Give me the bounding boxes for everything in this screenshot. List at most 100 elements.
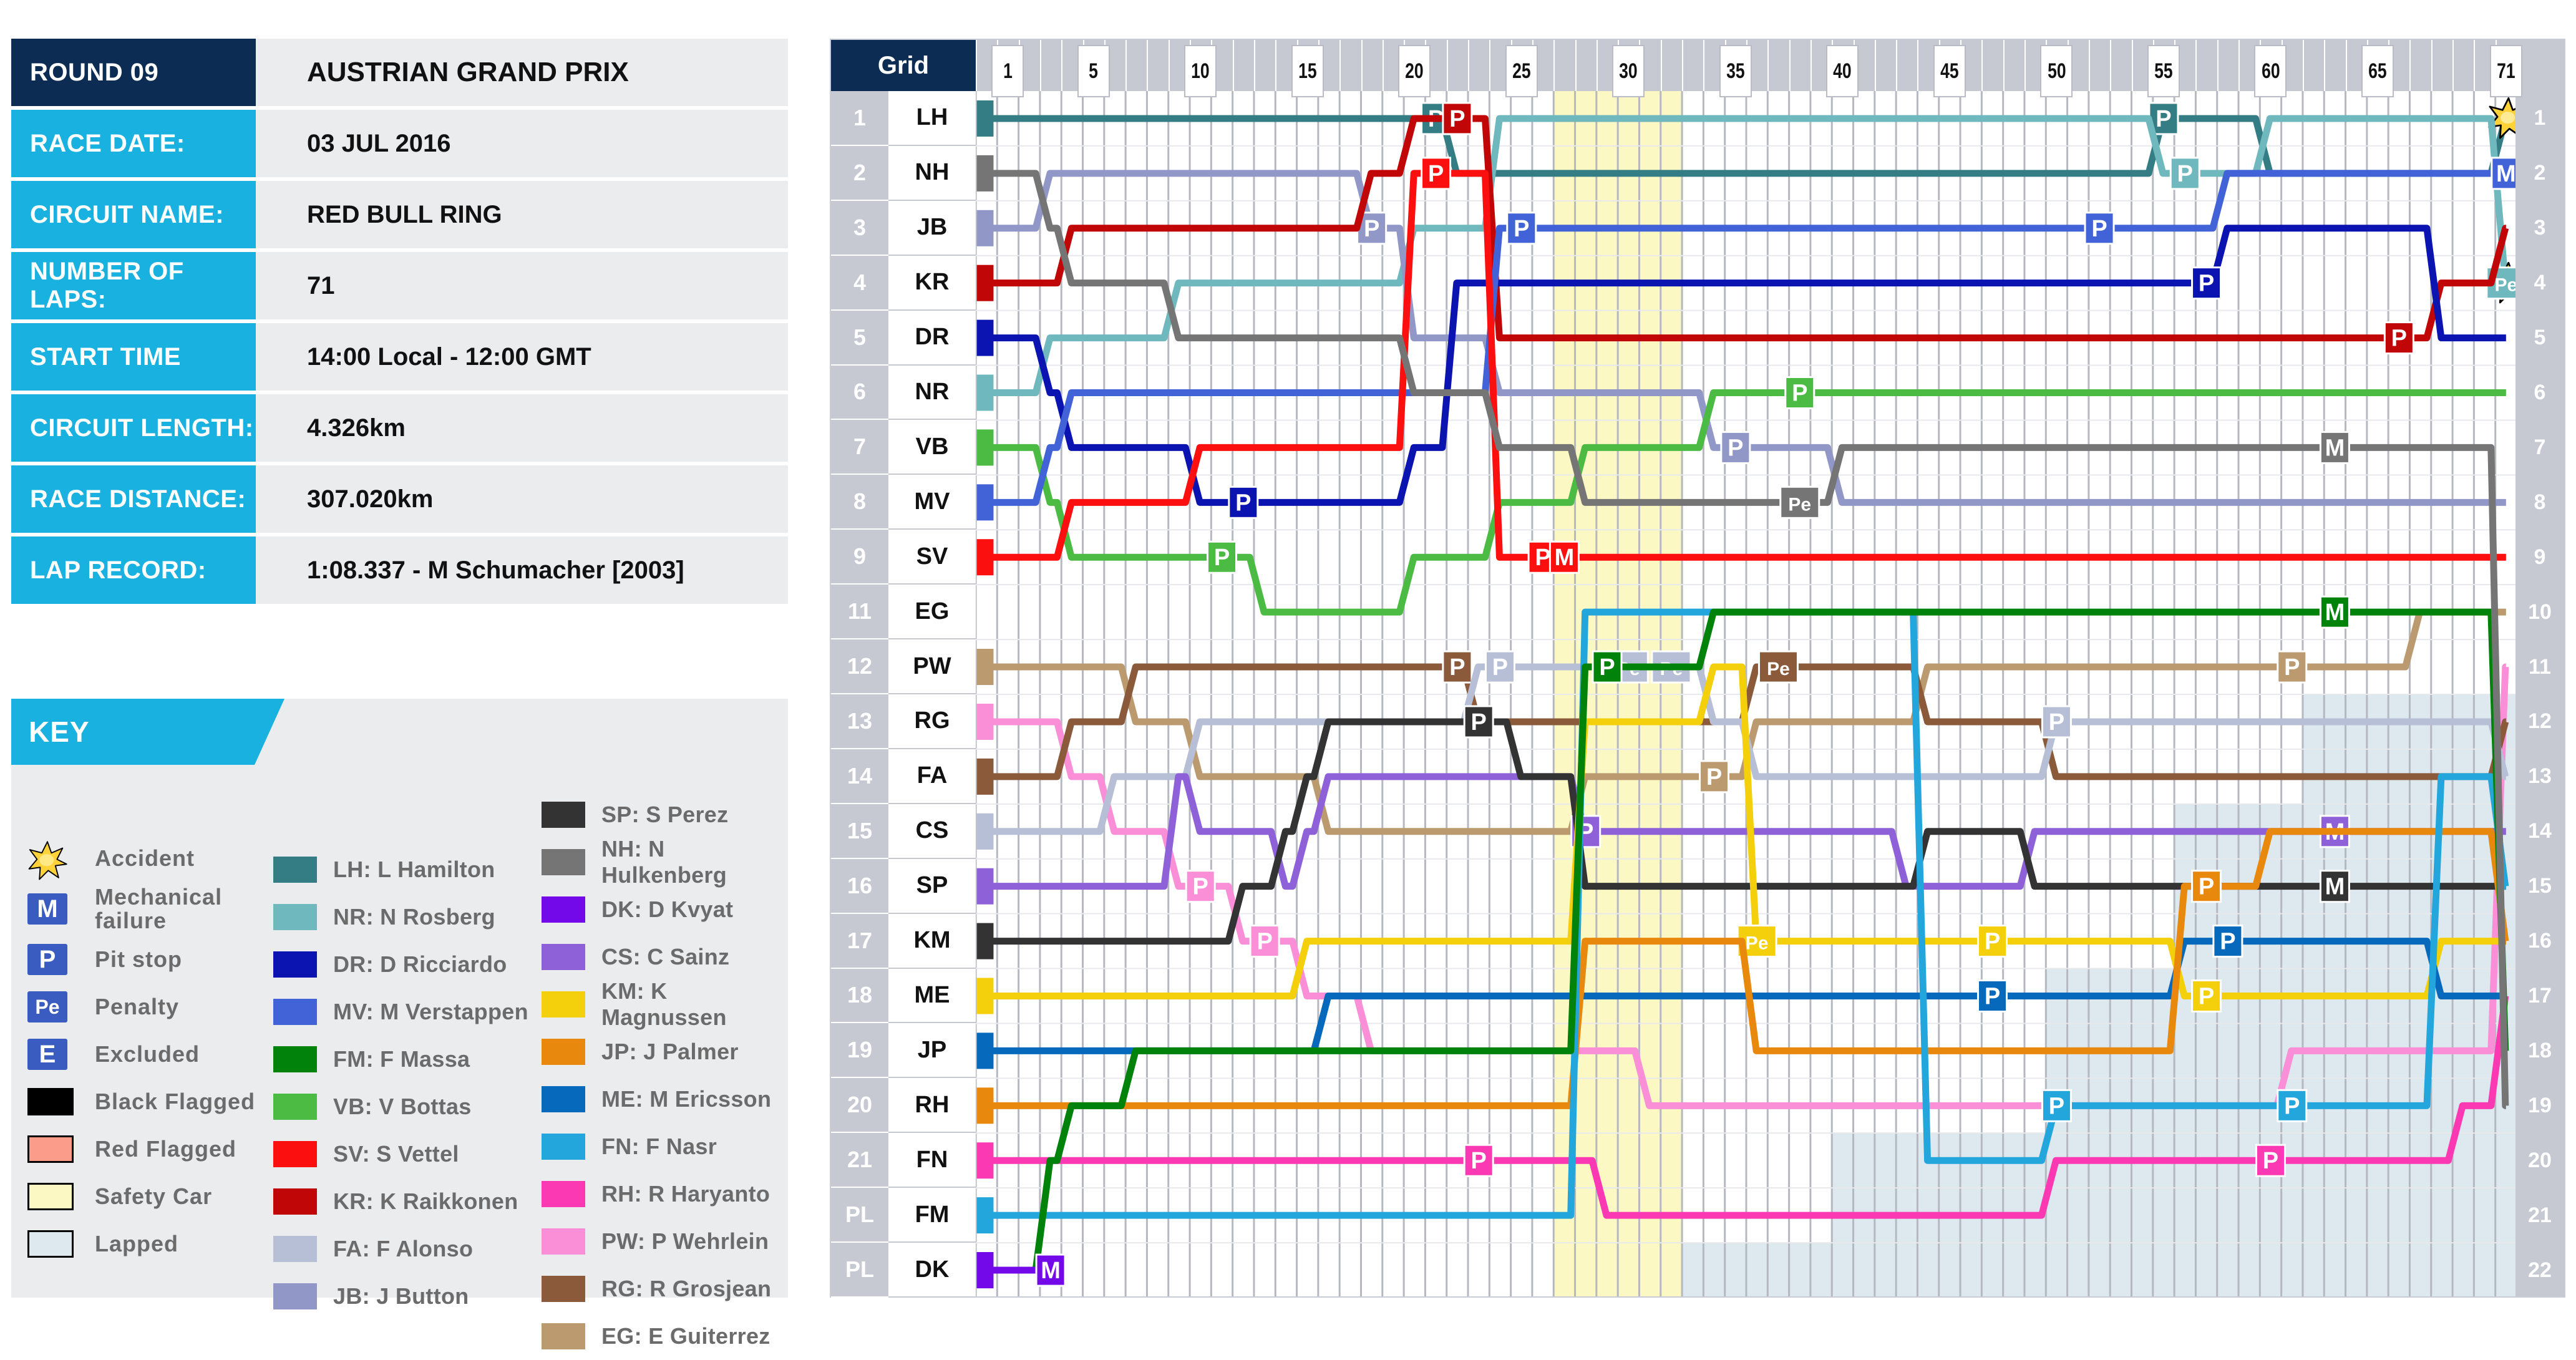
driver-legend-label: ME: M Ericsson [601,1086,772,1112]
finish-position-cell: 9 [2534,545,2546,569]
driver-color-swatch-icon [542,1039,585,1065]
driver-legend-label: VB: V Bottas [333,1094,472,1119]
driver-trace-sv: PP M [976,157,2506,576]
driver-color-swatch-icon [542,1276,585,1302]
driver-code-cell: FA [888,749,976,804]
lap-gridline [1125,40,1127,91]
finish-position-cell: 22 [2528,1258,2552,1282]
legend-driver-jb: JB: J Button [273,1273,542,1320]
lap-gridline [1874,40,1876,91]
info-label: LAP RECORD: [11,537,256,604]
finish-position-cell: 15 [2528,874,2552,898]
lap-gridline [1253,40,1255,91]
lap-gridline [2024,40,2026,91]
finish-position-cell: 4 [2534,271,2546,295]
driver-code-cell: RH [888,1078,976,1134]
legend-driver-me: ME: M Ericsson [542,1076,788,1123]
grid-position-cell: 3 [831,201,888,256]
driver-color-swatch-icon [273,1141,317,1167]
marker-glyph: P [2199,271,2214,297]
pit-stop-badge-icon [1720,430,1751,464]
grid-position-cell: 15 [831,804,888,859]
pit-stop-badge-icon [1592,650,1623,684]
driver-color-swatch-icon [273,1094,317,1120]
legend-driver-nr: NR: N Rosberg [273,893,542,941]
finish-position-cell: 16 [2528,929,2552,953]
driver-color-swatch-icon [273,904,317,930]
driver-code-cell: NH [888,146,976,201]
finish-position-column: 1 2 3 4 5 6 7 8 9 10 11 12 13 14 15 16 17 18 19 20 21 22 [2515,91,2564,1296]
grid-position-cell: 7 [831,420,888,475]
marker-glyph: Pe [1746,933,1769,954]
driver-line [977,663,2509,835]
lap-gridline [2238,40,2240,91]
key-symbol-label: Black Flagged [95,1089,256,1115]
finish-position-cell: 8 [2534,490,2546,514]
key-symbol-row: Black Flagged [27,1078,273,1125]
lap-tick-label-55: 55 [2147,45,2180,97]
finish-position-cell: 11 [2529,654,2551,679]
pit-stop-badge-icon [1249,925,1280,958]
driver-code-cell: JP [888,1023,976,1079]
marker-glyph: P [2156,106,2171,132]
driver-code-cell: MV [888,475,976,530]
driver-line [977,115,2509,342]
driver-start-swatch [976,1142,994,1179]
driver-legend-label: EG: E Guiterrez [601,1323,770,1349]
pit-stop-badge-icon [2277,650,2308,684]
info-row-5: CIRCUIT LENGTH: 4.326km [11,394,788,462]
grid-position-cell: 8 [831,475,888,530]
driver-code-cell: ME [888,969,976,1024]
marker-glyph: P [1792,381,1807,407]
finish-position-cell: 13 [2528,764,2552,789]
lap-gridline [1446,40,1448,91]
accident-star-icon [2488,97,2515,139]
lap-gridline [2474,40,2476,91]
pit-stop-badge-icon [1506,211,1537,245]
driver-trace-jp: P [976,828,2509,1124]
driver-line [977,170,2506,561]
pit-stop-badge-icon [2383,321,2414,355]
legend-driver-fa: FA: F Alonso [273,1225,542,1273]
lap-gridline [1703,40,1705,91]
legend-driver-lh: LH: L Hamilton [273,846,542,893]
pit-stop-badge-icon [1784,376,1815,409]
driver-legend-label: RG: R Grosjean [601,1276,772,1301]
finish-position-cell: 10 [2528,600,2552,624]
lap-gridline [1382,40,1384,91]
key-symbol-row: P Pit stop [27,936,273,983]
info-row-4: START TIME 14:00 Local - 12:00 GMT [11,323,788,391]
pit-stop-badge-icon [2255,1144,2286,1177]
driver-trace-dr: PP [976,225,2506,519]
driver-trace-kr: PP [976,102,2509,355]
info-value: RED BULL RING [256,181,788,248]
info-label: ROUND 09 [11,39,256,106]
driver-line [977,828,2509,1109]
grid-column-header: Grid [831,40,976,91]
lap-gridline [2302,40,2304,91]
driver-trace-km: Pe P P [976,663,2506,1014]
driver-color-swatch-icon [273,1283,317,1309]
marker-glyph: P [1449,654,1465,681]
driver-start-swatch [976,210,994,246]
lap-gridline [1489,40,1491,91]
marker-glyph: P [1256,929,1272,955]
penalty-badge-icon [1757,650,1799,684]
legend-driver-kr: KR: K Raikkonen [273,1178,542,1225]
finish-position-cell: 21 [2528,1203,2552,1227]
driver-trace-vb: PP [976,376,2506,616]
driver-code-cell: PW [888,639,976,694]
driver-start-swatch [976,923,994,959]
grid-position-column: 1 2 3 4 5 6 7 8 9 11 12 13 14 15 16 17 18 19 20 21 PL PL [831,91,888,1298]
driver-line [977,115,2509,396]
driver-color-swatch-icon [273,1046,317,1072]
lap-tick-label-15: 15 [1291,45,1324,97]
marker-glyph: P [1535,545,1550,571]
driver-start-swatch [976,100,994,137]
marker-glyph: P [2091,216,2107,242]
marker-glyph: P [1449,106,1465,132]
info-value: 307.020km [256,465,788,533]
mechanical-failure-badge-icon [1035,1253,1066,1287]
driver-code-cell: FM [888,1188,976,1243]
grid-position-cell: 13 [831,694,888,749]
